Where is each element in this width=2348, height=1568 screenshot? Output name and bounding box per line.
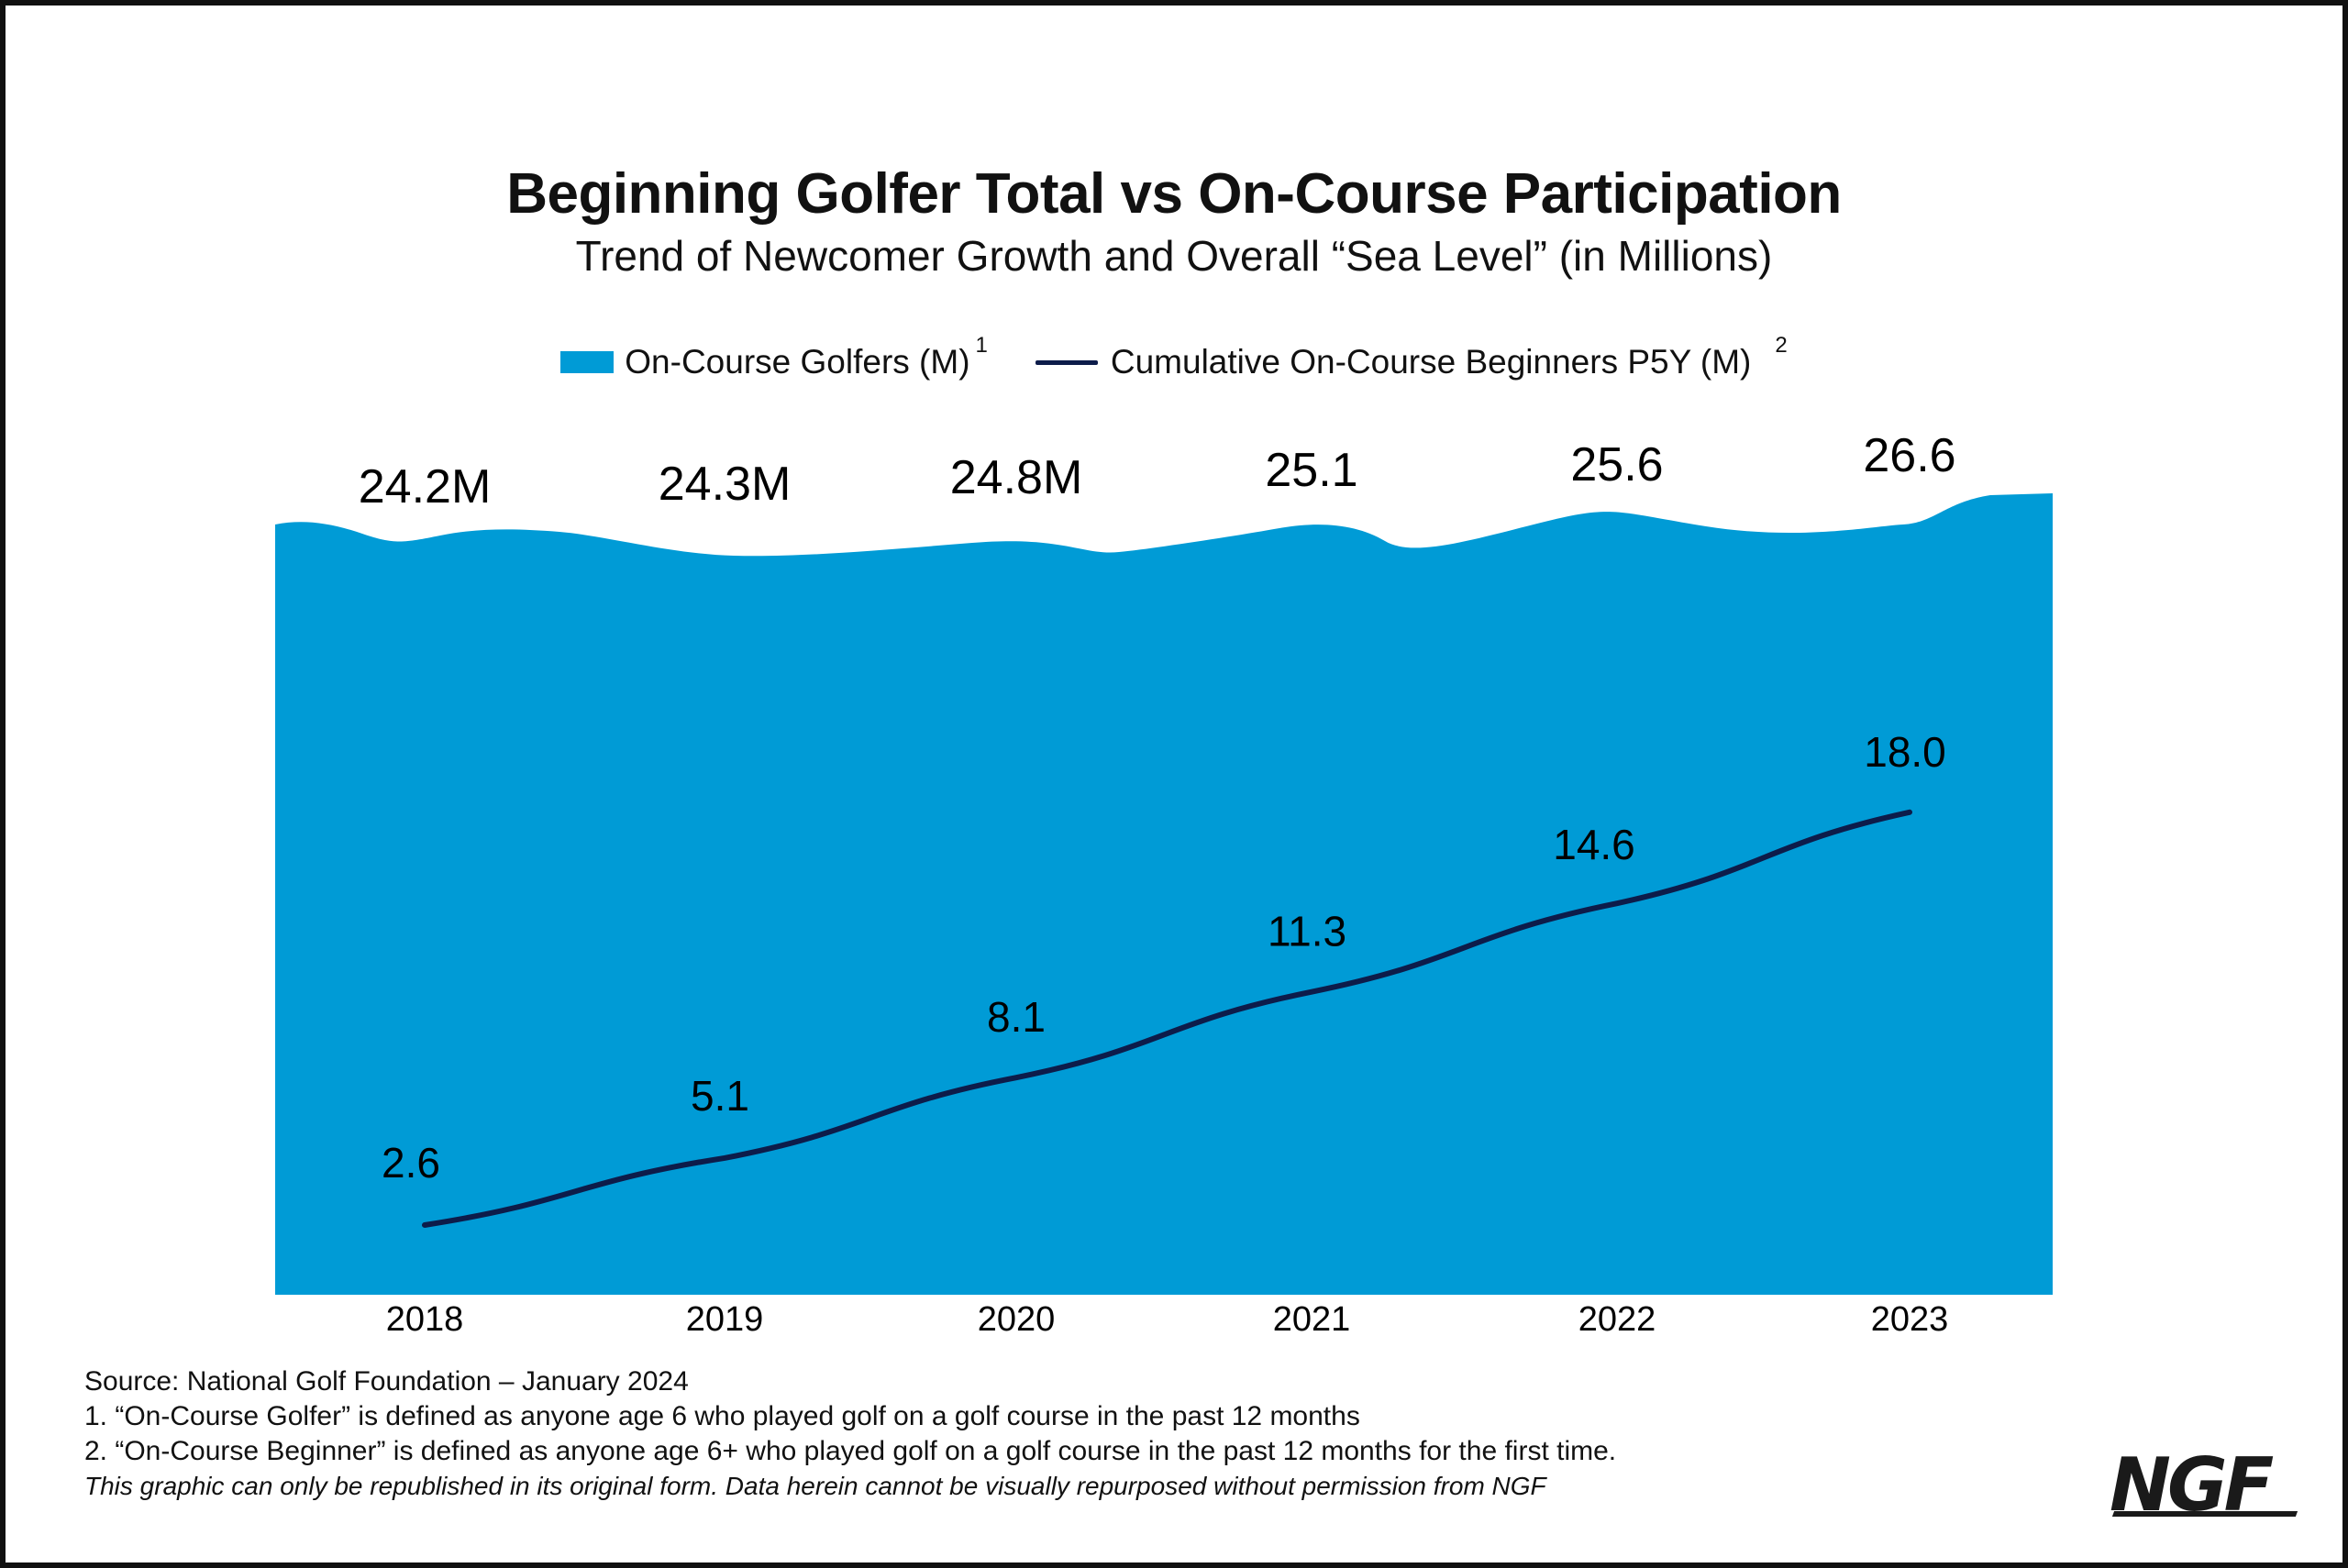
- chart-title: Beginning Golfer Total vs On-Course Part…: [506, 162, 1842, 226]
- chart-legend: On-Course Golfers (M) 1 Cumulative On-Co…: [0, 333, 2348, 381]
- chart-subtitle: Trend of Newcomer Growth and Overall “Se…: [575, 232, 1773, 280]
- x-tick-label: 2018: [386, 1300, 464, 1339]
- legend-footnote-1: 1: [975, 333, 988, 358]
- line-data-label: 14.6: [1553, 821, 1635, 868]
- legend-swatch-area: [560, 351, 615, 373]
- x-tick-label: 2023: [1871, 1300, 1949, 1339]
- on-course-golfers-area: [275, 493, 2053, 1295]
- x-tick-label: 2022: [1578, 1300, 1656, 1339]
- legend-item-on-course-golfers: On-Course Golfers (M) 1: [560, 333, 988, 381]
- legend-footnote-2: 2: [1775, 333, 1788, 358]
- footnote-1: 1. “On-Course Golfer” is defined as anyo…: [84, 1401, 1360, 1431]
- ngf-logo: NGF: [2110, 1442, 2274, 1528]
- ngf-logo-underline: [2111, 1511, 2298, 1517]
- x-tick-label: 2020: [978, 1300, 1056, 1339]
- legend-label-area: On-Course Golfers (M): [625, 343, 970, 381]
- legend-swatch-line: [1035, 359, 1098, 365]
- line-data-label: 8.1: [987, 993, 1046, 1041]
- area-data-label: 25.6: [1570, 438, 1663, 491]
- area-data-label: 24.3M: [659, 458, 792, 511]
- area-data-label: 25.1: [1265, 444, 1357, 497]
- line-data-label: 5.1: [691, 1072, 749, 1120]
- x-tick-label: 2021: [1273, 1300, 1351, 1339]
- line-data-label: 18.0: [1864, 728, 1946, 776]
- beginners-line: [422, 809, 1912, 1228]
- line-data-label: 2.6: [382, 1139, 440, 1187]
- x-tick-label: 2019: [686, 1300, 764, 1339]
- legend-item-beginners: Cumulative On-Course Beginners P5Y (M) 2: [1035, 333, 1788, 381]
- footnotes: Source: National Golf Foundation – Janua…: [84, 1364, 1616, 1504]
- area-data-label: 24.8M: [950, 451, 1083, 504]
- area-data-label: 26.6: [1863, 429, 1955, 482]
- line-data-label: 11.3: [1268, 908, 1346, 955]
- disclaimer: This graphic can only be republished in …: [84, 1472, 1546, 1500]
- footnote-2: 2. “On-Course Beginner” is defined as an…: [84, 1436, 1617, 1466]
- legend-label-line: Cumulative On-Course Beginners P5Y (M): [1110, 343, 1752, 381]
- area-data-label: 24.2M: [359, 460, 492, 513]
- source-note: Source: National Golf Foundation – Janua…: [84, 1366, 689, 1397]
